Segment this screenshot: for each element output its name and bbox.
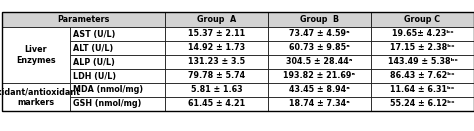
Text: 15.37 ± 2.11: 15.37 ± 2.11 (188, 29, 245, 39)
Text: 17.15 ± 2.38ᵇˣ: 17.15 ± 2.38ᵇˣ (390, 43, 455, 53)
Bar (70, 69, 165, 83)
Text: 14.92 ± 1.73: 14.92 ± 1.73 (188, 43, 245, 53)
Bar (268, 27, 371, 41)
Bar (371, 97, 474, 111)
Bar (165, 83, 268, 97)
Text: 60.73 ± 9.85ᵃ: 60.73 ± 9.85ᵃ (289, 43, 350, 53)
Bar (165, 41, 268, 55)
Bar (268, 97, 371, 111)
Bar (70, 83, 165, 97)
Text: 193.82 ± 21.69ᵃ: 193.82 ± 21.69ᵃ (283, 72, 356, 81)
Bar (165, 55, 268, 69)
Bar (268, 69, 371, 83)
Text: ALP (U/L): ALP (U/L) (73, 58, 115, 67)
Bar (165, 27, 268, 41)
Bar (268, 55, 371, 69)
Text: 43.45 ± 8.94ᵃ: 43.45 ± 8.94ᵃ (289, 86, 350, 94)
Text: 131.23 ± 3.5: 131.23 ± 3.5 (188, 58, 245, 67)
Bar (2, 12, 474, 111)
Text: 86.43 ± 7.62ᵇˣ: 86.43 ± 7.62ᵇˣ (390, 72, 455, 81)
Text: 79.78 ± 5.74: 79.78 ± 5.74 (188, 72, 245, 81)
Bar (70, 41, 165, 55)
Bar (371, 83, 474, 97)
Text: 19.65± 4.23ᵇˣ: 19.65± 4.23ᵇˣ (392, 29, 453, 39)
Bar (2, 12, 165, 27)
Bar (165, 97, 268, 111)
Text: Parameters: Parameters (57, 15, 109, 24)
Text: oxidant/antioxidant
markers: oxidant/antioxidant markers (0, 87, 81, 107)
Text: 55.24 ± 6.12ᵇˣ: 55.24 ± 6.12ᵇˣ (390, 100, 455, 108)
Bar (371, 41, 474, 55)
Bar (70, 27, 165, 41)
Text: 304.5 ± 28.44ᵃ: 304.5 ± 28.44ᵃ (286, 58, 353, 67)
Text: Group  B: Group B (300, 15, 339, 24)
Text: 11.64 ± 6.31ᵇˣ: 11.64 ± 6.31ᵇˣ (391, 86, 455, 94)
Text: AST (U/L): AST (U/L) (73, 29, 115, 39)
Bar (165, 12, 268, 27)
Bar (165, 69, 268, 83)
Text: Liver
Enzymes: Liver Enzymes (16, 45, 56, 65)
Bar (371, 69, 474, 83)
Bar (268, 83, 371, 97)
Bar (268, 12, 371, 27)
Text: Group  A: Group A (197, 15, 236, 24)
Bar (371, 12, 474, 27)
Bar (371, 27, 474, 41)
Text: ALT (U/L): ALT (U/L) (73, 43, 113, 53)
Text: GSH (nmol/mg): GSH (nmol/mg) (73, 100, 141, 108)
Text: MDA (nmol/mg): MDA (nmol/mg) (73, 86, 143, 94)
Bar (268, 41, 371, 55)
Text: 18.74 ± 7.34ᵃ: 18.74 ± 7.34ᵃ (289, 100, 350, 108)
Bar (2, 83, 70, 111)
Bar (70, 97, 165, 111)
Bar (2, 27, 70, 83)
Text: 143.49 ± 5.38ᵇˣ: 143.49 ± 5.38ᵇˣ (388, 58, 457, 67)
Text: Group C: Group C (404, 15, 440, 24)
Bar (371, 55, 474, 69)
Text: LDH (U/L): LDH (U/L) (73, 72, 116, 81)
Bar (70, 55, 165, 69)
Text: 61.45 ± 4.21: 61.45 ± 4.21 (188, 100, 245, 108)
Text: 5.81 ± 1.63: 5.81 ± 1.63 (191, 86, 242, 94)
Text: 73.47 ± 4.59ᵃ: 73.47 ± 4.59ᵃ (289, 29, 350, 39)
